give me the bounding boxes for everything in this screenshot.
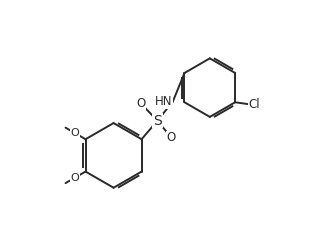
Text: O: O	[136, 97, 145, 110]
Text: S: S	[153, 114, 162, 128]
Text: O: O	[70, 128, 79, 138]
Text: Cl: Cl	[249, 98, 260, 111]
Text: HN: HN	[155, 95, 173, 108]
Text: O: O	[70, 173, 79, 183]
Text: O: O	[167, 131, 176, 144]
